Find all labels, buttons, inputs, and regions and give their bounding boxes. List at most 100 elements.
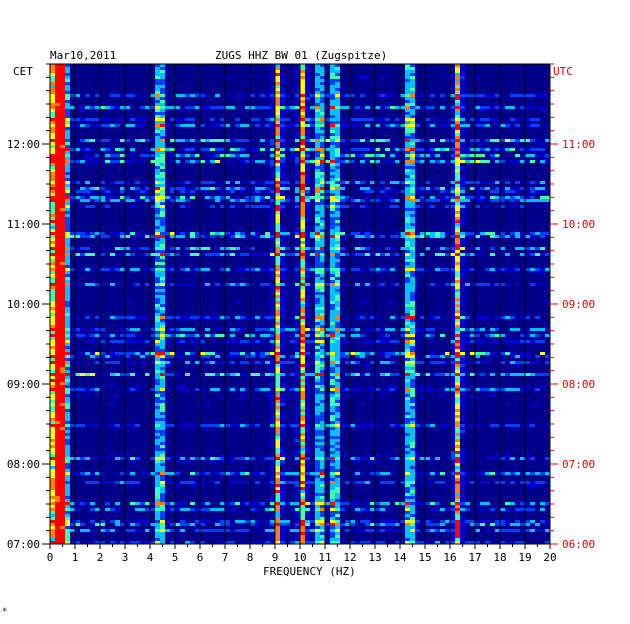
heatmap-cell	[490, 334, 495, 337]
heatmap-cell	[65, 145, 70, 148]
heatmap-cell	[65, 175, 70, 178]
heatmap-cell	[120, 139, 125, 142]
heatmap-cell	[345, 340, 350, 343]
heatmap-cell	[270, 103, 275, 106]
heatmap-cell	[305, 190, 310, 193]
heatmap-cell	[65, 265, 70, 268]
heatmap-cell	[440, 235, 445, 238]
heatmap-cell	[95, 106, 100, 109]
heatmap-cell	[55, 211, 60, 214]
heatmap-cell	[280, 199, 285, 202]
heatmap-cell	[330, 301, 335, 304]
heatmap-cell	[270, 139, 275, 142]
heatmap-cell	[320, 325, 325, 328]
heatmap-cell	[70, 124, 75, 127]
heatmap-cell	[320, 178, 325, 181]
heatmap-cell	[145, 181, 150, 184]
heatmap-cell	[305, 274, 310, 277]
heatmap-cell	[455, 391, 460, 394]
heatmap-cell	[300, 415, 305, 418]
heatmap-cell	[315, 349, 320, 352]
heatmap-cell	[280, 187, 285, 190]
heatmap-cell	[405, 448, 410, 451]
heatmap-cell	[165, 424, 170, 427]
heatmap-cell	[320, 376, 325, 379]
heatmap-cell	[155, 355, 160, 358]
heatmap-cell	[400, 328, 405, 331]
heatmap-cell	[405, 151, 410, 154]
heatmap-cell	[260, 94, 265, 97]
heatmap-cell	[155, 133, 160, 136]
heatmap-cell	[260, 352, 265, 355]
heatmap-cell	[405, 361, 410, 364]
heatmap-cell	[295, 472, 300, 475]
heatmap-cell	[55, 265, 60, 268]
heatmap-cell	[50, 418, 55, 421]
heatmap-cell	[445, 118, 450, 121]
heatmap-cell	[55, 79, 60, 82]
heatmap-cell	[330, 457, 335, 460]
heatmap-cell	[280, 472, 285, 475]
heatmap-cell	[335, 244, 340, 247]
heatmap-cell	[295, 181, 300, 184]
heatmap-cell	[155, 451, 160, 454]
heatmap-cell	[155, 124, 160, 127]
heatmap-cell	[430, 334, 435, 337]
heatmap-cell	[55, 205, 60, 208]
heatmap-cell	[305, 379, 310, 382]
heatmap-cell	[535, 328, 540, 331]
heatmap-cell	[280, 121, 285, 124]
heatmap-cell	[280, 193, 285, 196]
heatmap-cell	[215, 316, 220, 319]
heatmap-cell	[270, 334, 275, 337]
heatmap-cell	[425, 124, 430, 127]
heatmap-cell	[250, 196, 255, 199]
heatmap-cell	[175, 139, 180, 142]
heatmap-cell	[320, 295, 325, 298]
heatmap-cell	[160, 433, 165, 436]
heatmap-cell	[455, 175, 460, 178]
heatmap-cell	[335, 271, 340, 274]
heatmap-cell	[160, 322, 165, 325]
heatmap-cell	[180, 355, 185, 358]
heatmap-cell	[300, 271, 305, 274]
heatmap-cell	[50, 142, 55, 145]
heatmap-cell	[270, 409, 275, 412]
heatmap-cell	[410, 226, 415, 229]
heatmap-cell	[60, 148, 65, 151]
heatmap-cell	[320, 454, 325, 457]
heatmap-cell	[275, 88, 280, 91]
heatmap-cell	[50, 379, 55, 382]
heatmap-cell	[275, 145, 280, 148]
heatmap-cell	[100, 232, 105, 235]
heatmap-cell	[390, 106, 395, 109]
heatmap-cell	[415, 355, 420, 358]
heatmap-cell	[450, 322, 455, 325]
heatmap-cell	[170, 472, 175, 475]
heatmap-cell	[410, 388, 415, 391]
heatmap-cell	[330, 334, 335, 337]
heatmap-cell	[240, 283, 245, 286]
heatmap-cell	[170, 352, 175, 355]
heatmap-cell	[305, 241, 310, 244]
heatmap-cell	[275, 358, 280, 361]
heatmap-cell	[450, 76, 455, 79]
heatmap-cell	[50, 79, 55, 82]
heatmap-cell	[65, 88, 70, 91]
heatmap-cell	[75, 355, 80, 358]
heatmap-cell	[65, 439, 70, 442]
heatmap-cell	[135, 205, 140, 208]
heatmap-cell	[225, 196, 230, 199]
heatmap-cell	[320, 412, 325, 415]
heatmap-cell	[150, 196, 155, 199]
heatmap-cell	[405, 325, 410, 328]
heatmap-cell	[120, 160, 125, 163]
heatmap-cell	[470, 94, 475, 97]
heatmap-cell	[530, 424, 535, 427]
heatmap-cell	[430, 352, 435, 355]
heatmap-cell	[300, 343, 305, 346]
heatmap-cell	[60, 307, 65, 310]
heatmap-cell	[295, 109, 300, 112]
heatmap-cell	[320, 97, 325, 100]
heatmap-cell	[335, 157, 340, 160]
